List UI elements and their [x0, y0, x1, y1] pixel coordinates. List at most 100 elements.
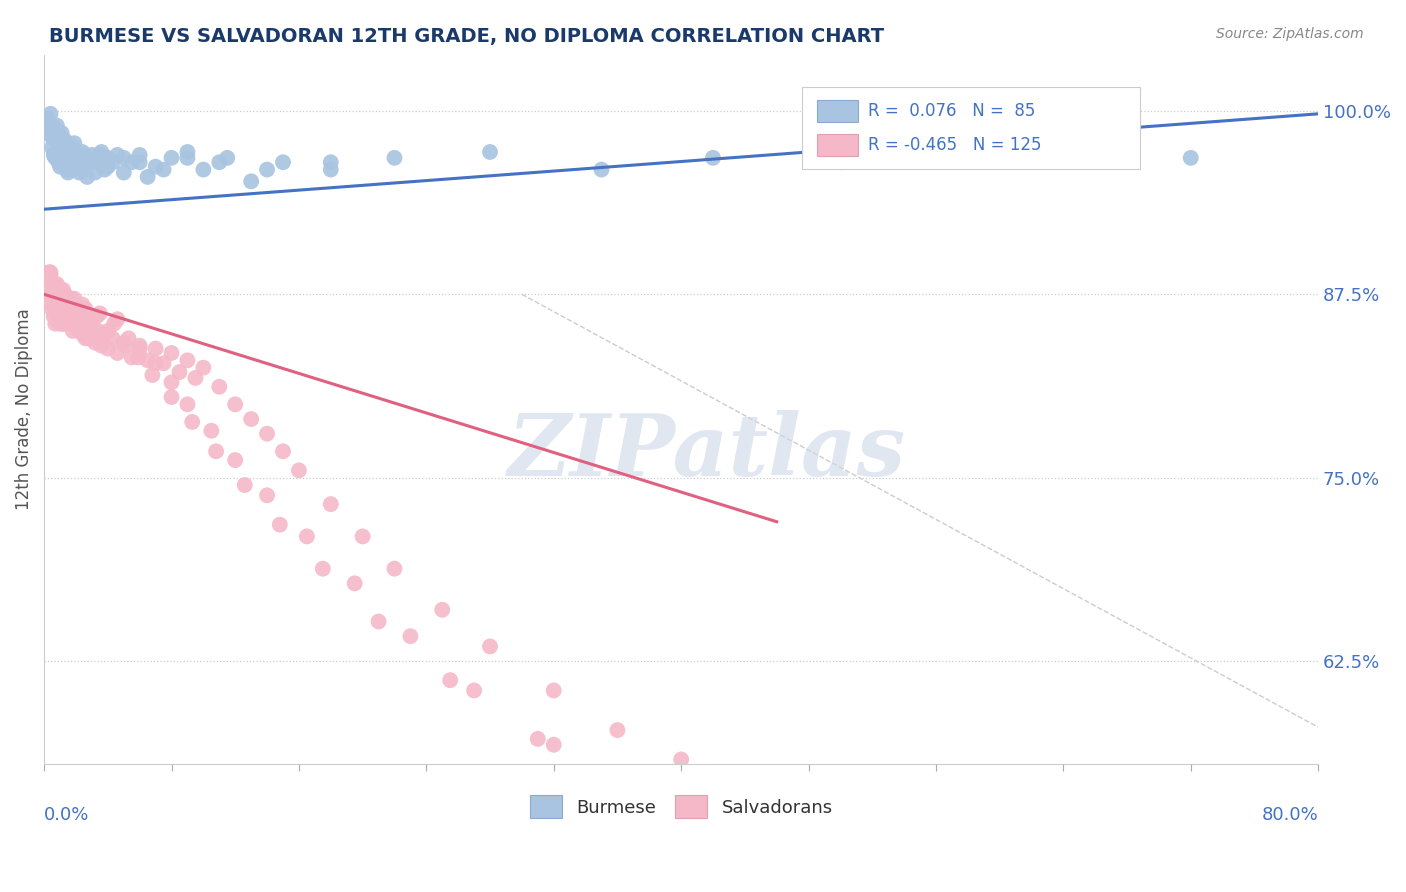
Point [37, 272, 59, 286]
Point [479, 640, 502, 654]
Point [75, 331, 97, 345]
Point [53, 297, 76, 311]
Point [73, 312, 96, 326]
Point [58, 310, 80, 324]
Point [181, 415, 204, 429]
Point [53, 287, 76, 301]
Point [84, 335, 107, 350]
Point [51, 151, 73, 165]
Point [44, 148, 66, 162]
Point [127, 351, 149, 365]
Point [41, 140, 63, 154]
Point [208, 380, 231, 394]
Point [44, 317, 66, 331]
Point [41, 301, 63, 316]
Point [527, 731, 550, 746]
Point [38, 126, 60, 140]
Point [52, 292, 75, 306]
Point [160, 390, 183, 404]
Point [193, 162, 215, 177]
Point [67, 324, 90, 338]
Point [62, 140, 84, 154]
Point [84, 165, 107, 179]
Point [65, 155, 87, 169]
Point [87, 155, 110, 169]
Y-axis label: 12th Grade, No Diploma: 12th Grade, No Diploma [15, 309, 32, 510]
Point [160, 151, 183, 165]
Point [384, 151, 406, 165]
Point [58, 312, 80, 326]
Point [55, 162, 77, 177]
Text: BURMESE VS SALVADORAN 12TH GRADE, NO DIPLOMA CORRELATION CHART: BURMESE VS SALVADORAN 12TH GRADE, NO DIP… [49, 27, 884, 45]
Point [128, 342, 150, 356]
Point [41, 287, 63, 301]
Point [44, 287, 66, 301]
Point [89, 306, 111, 320]
Point [80, 155, 103, 169]
Point [97, 151, 120, 165]
Point [53, 133, 76, 147]
Point [193, 360, 215, 375]
Point [176, 353, 198, 368]
Point [160, 346, 183, 360]
Point [97, 342, 120, 356]
Point [52, 317, 75, 331]
Point [121, 351, 143, 365]
Point [69, 317, 91, 331]
Point [271, 155, 294, 169]
Point [56, 155, 79, 169]
Point [114, 339, 136, 353]
Point [77, 155, 100, 169]
Point [42, 148, 65, 162]
Point [176, 145, 198, 159]
Point [1069, 145, 1091, 159]
Point [169, 365, 191, 379]
Point [463, 683, 485, 698]
Point [439, 673, 461, 688]
Point [152, 356, 174, 370]
Point [256, 426, 278, 441]
Point [90, 339, 112, 353]
Point [702, 151, 724, 165]
Point [908, 879, 931, 892]
Point [51, 317, 73, 331]
Point [48, 312, 70, 326]
Point [1180, 151, 1202, 165]
Point [89, 148, 111, 162]
Point [38, 294, 60, 309]
FancyBboxPatch shape [803, 87, 1140, 169]
Point [638, 786, 661, 800]
Point [75, 151, 97, 165]
Point [52, 133, 75, 147]
Point [343, 576, 366, 591]
Point [41, 130, 63, 145]
Point [72, 297, 94, 311]
Point [145, 342, 167, 356]
Point [103, 317, 125, 331]
Point [240, 412, 263, 426]
Point [141, 368, 163, 382]
Point [67, 165, 90, 179]
Point [543, 683, 565, 698]
Point [80, 321, 103, 335]
Point [58, 151, 80, 165]
Point [69, 155, 91, 169]
Point [765, 838, 787, 852]
Point [45, 312, 67, 326]
Point [184, 371, 207, 385]
Point [93, 162, 115, 177]
Point [48, 287, 70, 301]
Point [63, 301, 86, 316]
Point [669, 752, 692, 766]
Point [205, 444, 228, 458]
Point [399, 629, 422, 643]
Point [62, 162, 84, 177]
Point [39, 265, 62, 279]
Point [48, 280, 70, 294]
Point [606, 723, 628, 737]
Point [591, 162, 613, 177]
Point [44, 130, 66, 145]
Point [77, 321, 100, 335]
Point [66, 148, 89, 162]
Point [52, 151, 75, 165]
